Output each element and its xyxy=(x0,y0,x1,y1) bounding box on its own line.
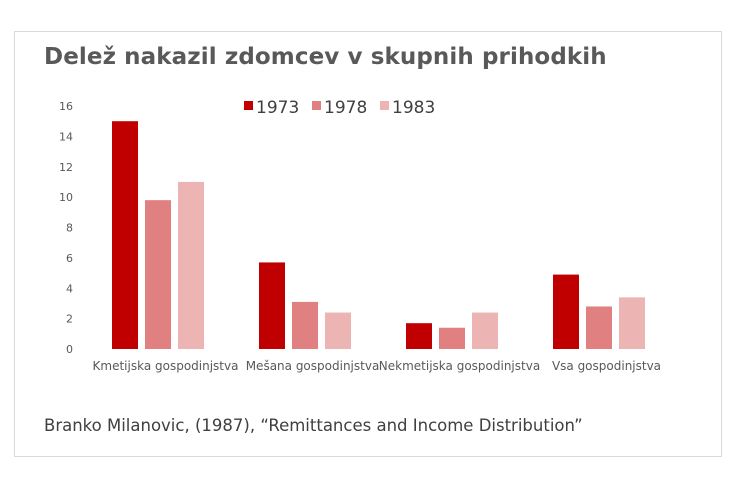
legend-label-1983: 1983 xyxy=(392,98,435,118)
y-tick-label: 2 xyxy=(66,313,73,326)
bar-1983-3 xyxy=(472,312,498,349)
legend-label-1973: 1973 xyxy=(256,98,299,118)
bar-1973-4 xyxy=(553,274,579,349)
bar-1983-2 xyxy=(325,312,351,349)
legend: 1973 1978 1983 xyxy=(244,98,435,118)
y-axis-ticks: 0 2 4 6 8 10 12 14 16 xyxy=(59,100,73,356)
y-tick-label: 14 xyxy=(59,130,73,143)
x-category-label: Mešana gospodinjstva xyxy=(246,359,380,373)
y-tick-label: 8 xyxy=(66,222,73,235)
legend-label-1978: 1978 xyxy=(324,98,367,118)
y-tick-label: 4 xyxy=(66,282,73,295)
bar-1983-1 xyxy=(178,181,204,349)
legend-swatch-1983 xyxy=(380,101,389,110)
bar-1983-4 xyxy=(619,297,645,349)
bar-1973-1 xyxy=(112,121,138,349)
bar-1978-2 xyxy=(292,301,318,349)
source-citation: Branko Milanovic, (1987), “Remittances a… xyxy=(44,416,583,435)
y-tick-label: 10 xyxy=(59,191,73,204)
x-axis-categories: Kmetijska gospodinjstva Mešana gospodinjs… xyxy=(93,359,662,373)
y-tick-label: 6 xyxy=(66,252,73,265)
bar-1978-4 xyxy=(586,306,612,349)
x-category-label: Vsa gospodinjstva xyxy=(552,359,661,373)
bar-1973-2 xyxy=(259,262,285,349)
legend-swatch-1978 xyxy=(312,101,321,110)
chart-title: Delež nakazil zdomcev v skupnih prihodki… xyxy=(44,44,607,70)
bar-1978-1 xyxy=(145,200,171,349)
x-category-label: Kmetijska gospodinjstva xyxy=(93,359,239,373)
y-tick-label: 0 xyxy=(66,343,73,356)
x-category-label: Nekmetijska gospodinjstva xyxy=(379,359,540,373)
y-tick-label: 16 xyxy=(59,100,73,113)
legend-swatch-1973 xyxy=(244,101,253,110)
bars xyxy=(112,121,645,349)
y-tick-label: 12 xyxy=(59,161,73,174)
bar-1973-3 xyxy=(406,323,432,349)
bar-1978-3 xyxy=(439,327,465,349)
